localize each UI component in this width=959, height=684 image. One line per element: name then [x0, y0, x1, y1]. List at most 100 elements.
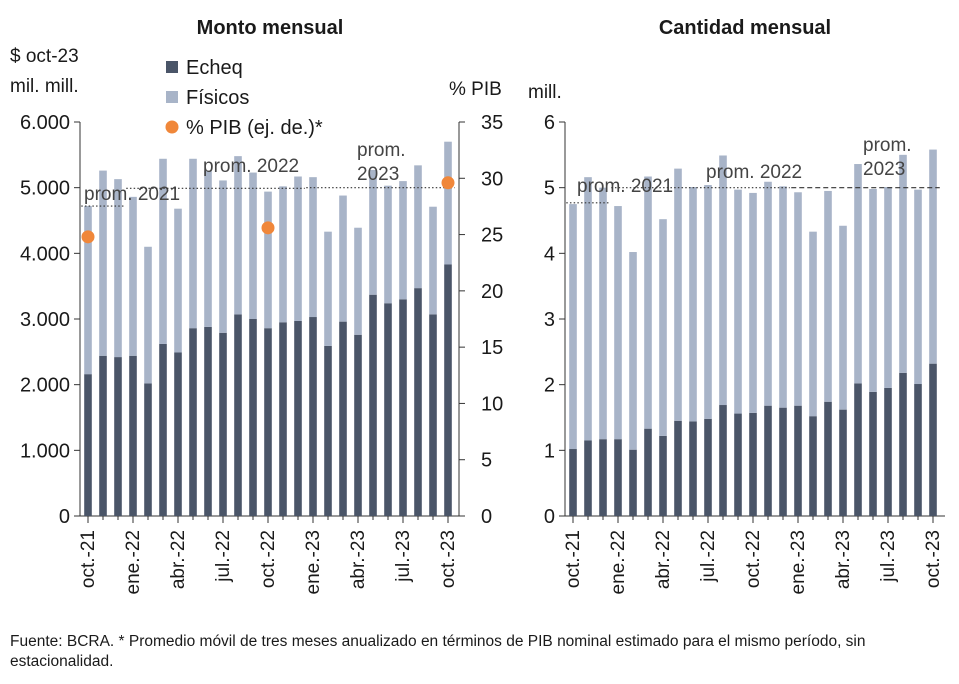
bar-fisicos — [249, 172, 257, 319]
bar-fisicos — [414, 165, 422, 289]
x-tick-label: abr.-22 — [168, 530, 189, 589]
y-tick-label: 2.000 — [20, 375, 70, 397]
y-tick-label: 3 — [544, 309, 555, 331]
bar-fisicos — [234, 156, 242, 315]
y-tick-label: 6 — [544, 112, 555, 134]
y-tick-label: 0 — [59, 506, 70, 528]
bar-echeq — [264, 328, 272, 516]
average-label: prom. — [863, 135, 912, 156]
bar-echeq — [839, 409, 847, 516]
x-tick-label: oct.-21 — [78, 530, 99, 588]
bar-fisicos — [264, 191, 272, 329]
pib-point — [261, 221, 275, 235]
y-tick-label: 1.000 — [20, 440, 70, 462]
bar-echeq — [659, 435, 667, 516]
bar-fisicos — [339, 195, 347, 322]
bar-echeq — [114, 357, 122, 516]
legend-swatch — [166, 91, 178, 103]
bar-echeq — [189, 328, 197, 516]
bar-fisicos — [144, 246, 152, 384]
bar-echeq — [129, 355, 137, 516]
x-tick-label: abr.-22 — [653, 530, 674, 589]
bar-fisicos — [369, 169, 377, 295]
x-tick-label: oct.-22 — [743, 530, 764, 588]
x-tick-label: oct.-22 — [258, 530, 279, 588]
bar-echeq — [249, 319, 257, 516]
bar-fisicos — [794, 192, 802, 406]
bar-echeq — [174, 352, 182, 516]
bar-fisicos — [309, 177, 317, 318]
x-tick-label: ene.-22 — [123, 530, 144, 594]
chart-title: Cantidad mensual — [659, 17, 831, 39]
bar-fisicos — [734, 189, 742, 414]
y2-tick-label: 20 — [481, 281, 503, 303]
bar-echeq — [324, 345, 332, 516]
x-tick-label: abr.-23 — [833, 530, 854, 589]
bar-echeq — [429, 314, 437, 516]
bar-fisicos — [929, 149, 937, 364]
y2-tick-label: 0 — [481, 506, 492, 528]
y-tick-label: 2 — [544, 375, 555, 397]
x-tick-label: abr.-23 — [348, 530, 369, 589]
bar-echeq — [719, 405, 727, 516]
average-label: 2023 — [357, 164, 399, 185]
bar-fisicos — [839, 225, 847, 410]
y2-tick-label: 5 — [481, 450, 492, 472]
x-tick-label: jul.-22 — [698, 530, 719, 583]
bar-fisicos — [884, 187, 892, 388]
pib-point — [441, 176, 455, 190]
bar-echeq — [159, 343, 167, 516]
average-label: prom. 2021 — [577, 176, 673, 197]
bar-echeq — [809, 416, 817, 516]
bar-echeq — [234, 314, 242, 516]
y2-axis-label: % PIB — [449, 79, 502, 100]
bar-echeq — [204, 326, 212, 516]
bar-echeq — [734, 413, 742, 516]
bar-echeq — [674, 420, 682, 516]
bar-fisicos — [659, 219, 667, 436]
legend-label: Físicos — [186, 87, 249, 109]
bar-fisicos — [704, 185, 712, 419]
bar-echeq — [309, 317, 317, 516]
bar-fisicos — [599, 187, 607, 440]
y-tick-label: 5 — [544, 178, 555, 200]
y-tick-label: 3.000 — [20, 309, 70, 331]
bar-fisicos — [429, 206, 437, 315]
bar-echeq — [794, 405, 802, 516]
bar-echeq — [144, 383, 152, 516]
bar-fisicos — [279, 186, 287, 323]
bar-fisicos — [764, 181, 772, 406]
bar-echeq — [279, 322, 287, 516]
bar-fisicos — [189, 158, 197, 329]
bar-fisicos — [129, 196, 137, 356]
bar-fisicos — [84, 206, 92, 375]
y-axis-label: mil. mill. — [10, 76, 79, 97]
bar-fisicos — [614, 206, 622, 440]
bar-fisicos — [644, 176, 652, 429]
y-tick-label: 5.000 — [20, 178, 70, 200]
bar-fisicos — [569, 204, 577, 450]
y-tick-label: 4.000 — [20, 243, 70, 265]
x-tick-label: ene.-23 — [788, 530, 809, 594]
bar-echeq — [899, 372, 907, 516]
bar-fisicos — [399, 181, 407, 300]
bar-echeq — [869, 391, 877, 516]
bar-fisicos — [354, 227, 362, 335]
bar-fisicos — [854, 164, 862, 384]
bar-echeq — [629, 449, 637, 516]
y2-tick-label: 30 — [481, 168, 503, 190]
y2-tick-label: 25 — [481, 225, 503, 247]
bar-echeq — [884, 387, 892, 516]
bar-fisicos — [324, 231, 332, 346]
bar-echeq — [779, 407, 787, 516]
bar-echeq — [749, 412, 757, 516]
average-label: 2023 — [863, 159, 905, 180]
legend-label: % PIB (ej. de.)* — [186, 117, 323, 139]
bar-fisicos — [174, 208, 182, 353]
average-label: prom. 2022 — [203, 156, 299, 177]
bar-echeq — [614, 439, 622, 516]
bar-echeq — [824, 401, 832, 516]
x-tick-label: jul.-22 — [213, 530, 234, 583]
bar-fisicos — [204, 170, 212, 327]
bar-echeq — [84, 374, 92, 516]
